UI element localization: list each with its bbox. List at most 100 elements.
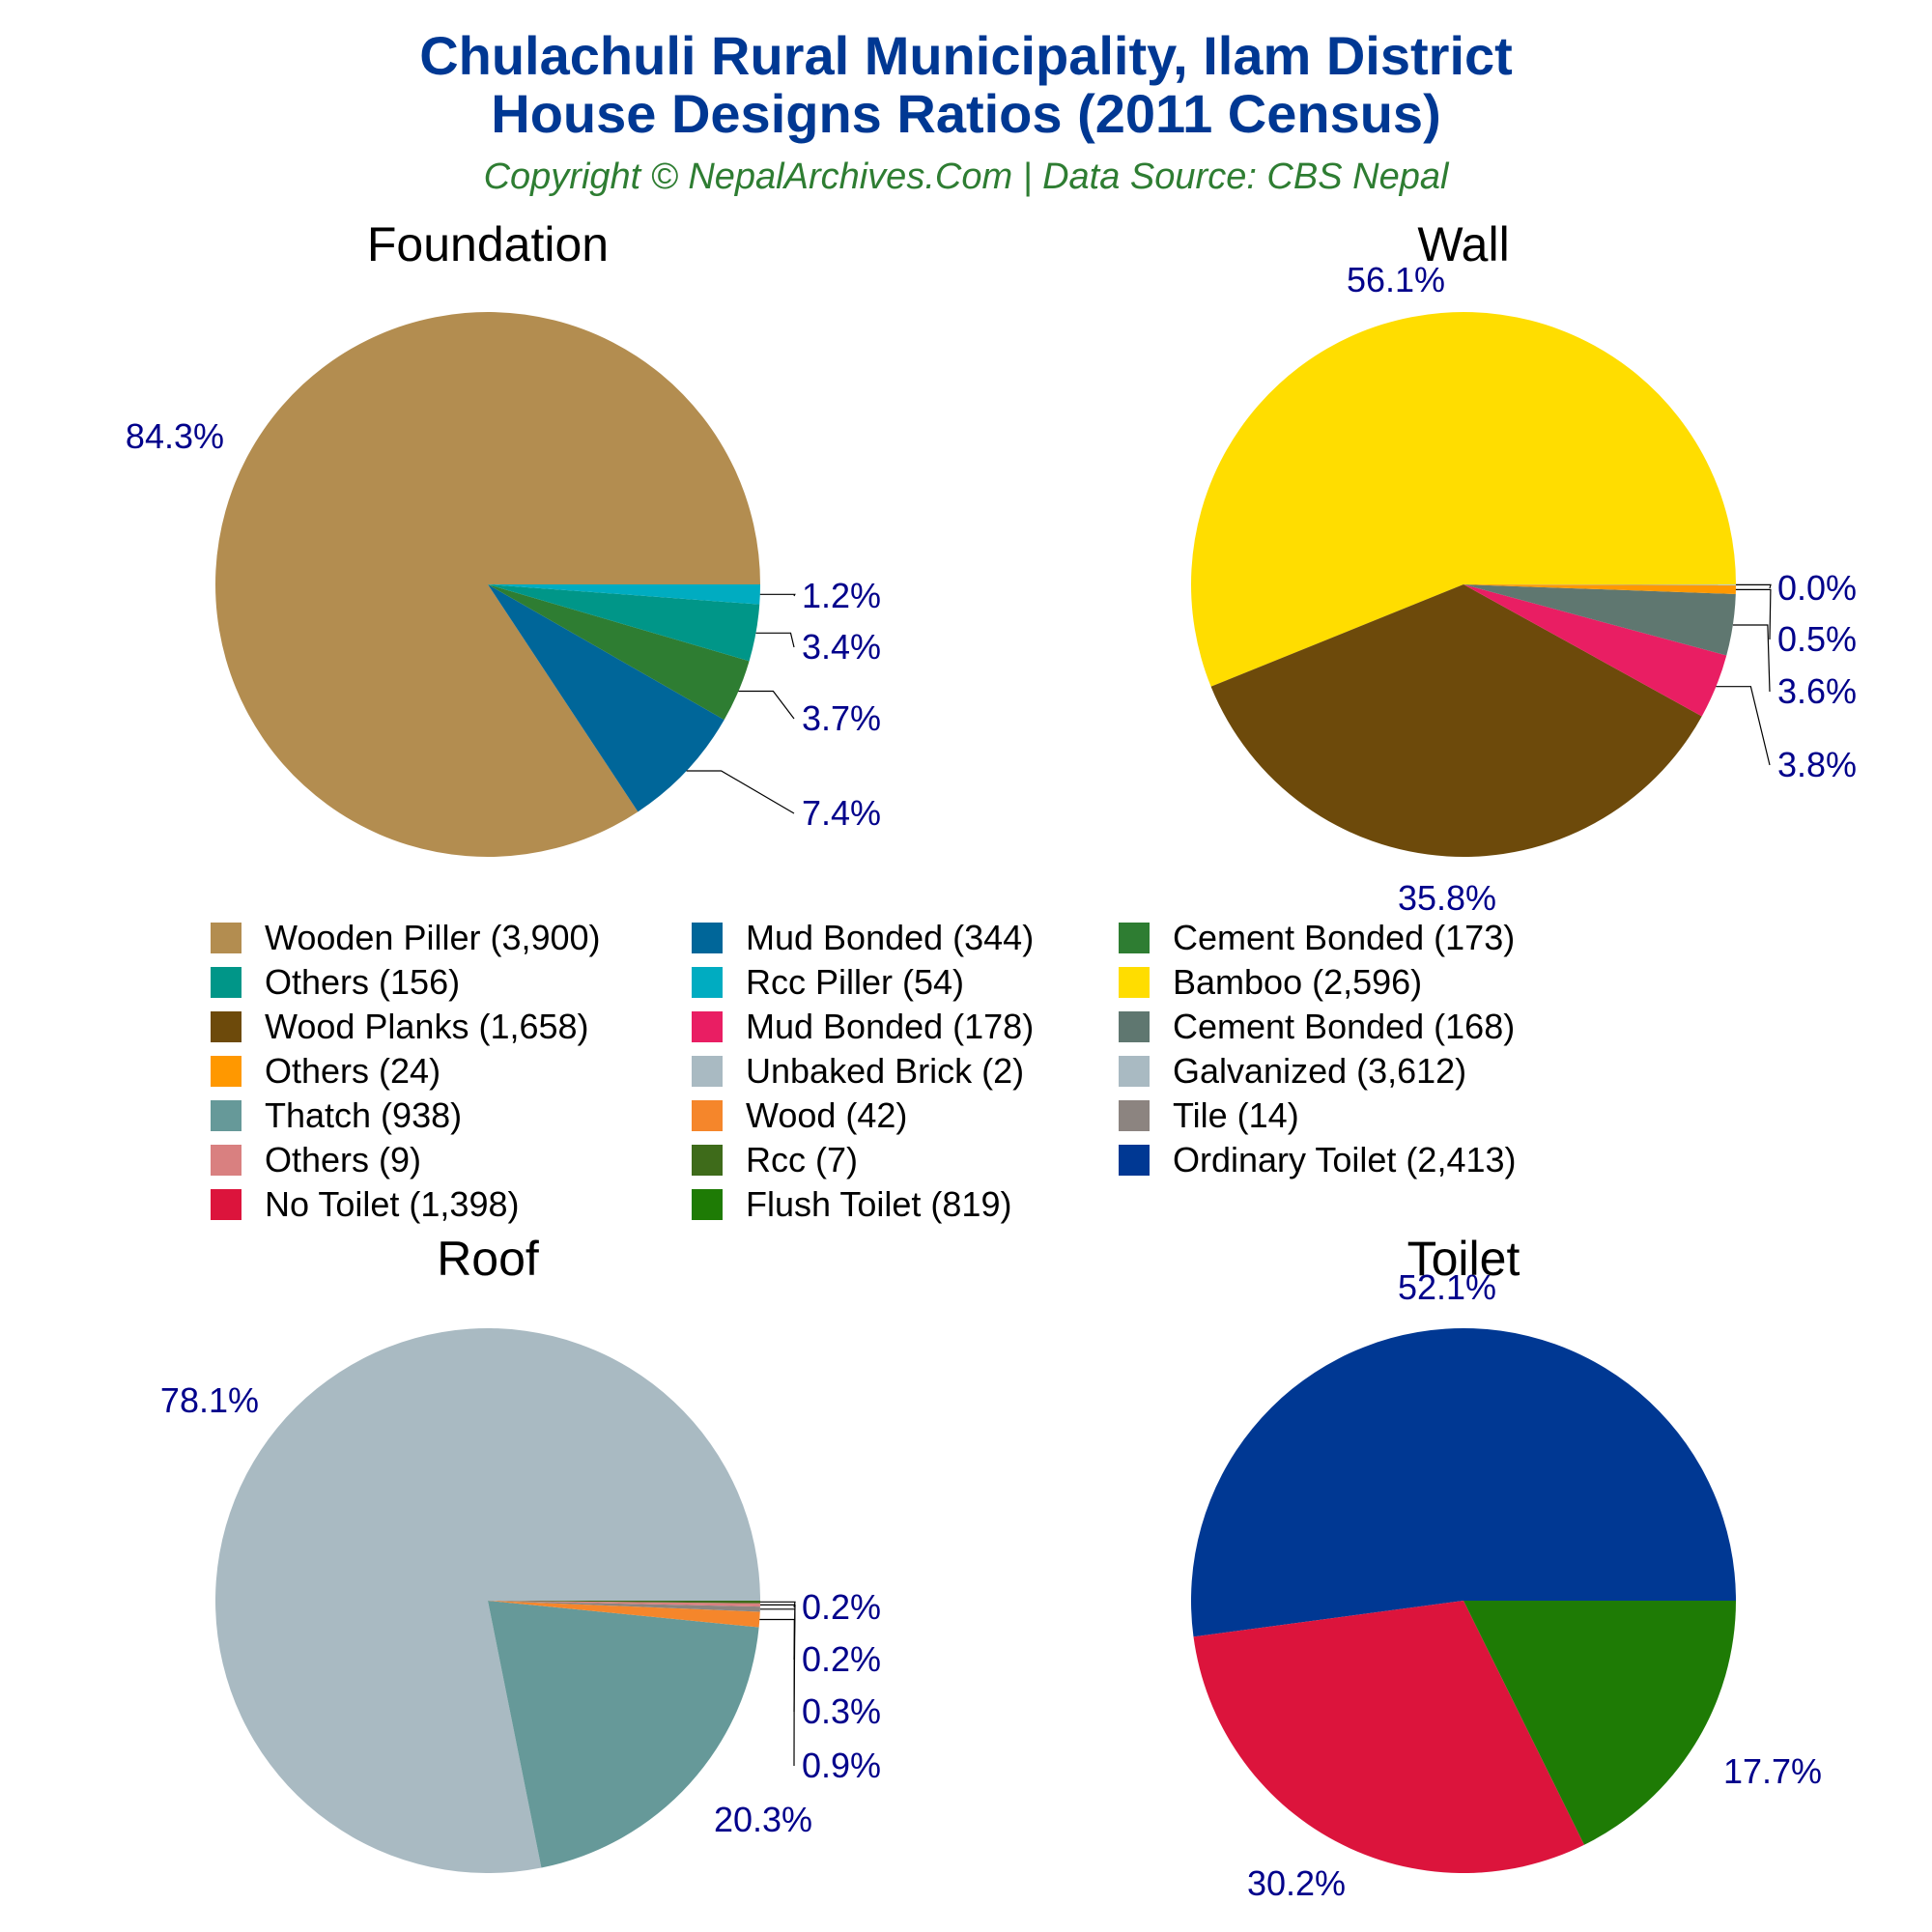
- pie-slice: [1463, 584, 1737, 585]
- legend-swatch: [211, 1100, 242, 1131]
- leader-line: [759, 1608, 796, 1713]
- pie-slice: [215, 311, 760, 857]
- pie-slice: [1190, 1327, 1736, 1637]
- pie-slice: [1463, 584, 1736, 594]
- legend-swatch: [1119, 1145, 1150, 1176]
- pie-title: Wall: [1417, 217, 1509, 271]
- leader-line: [755, 632, 795, 648]
- legend-label: Ordinary Toilet (2,413): [1173, 1140, 1517, 1179]
- chart-legend: Wooden Piller (3,900) Mud Bonded (344) Cem…: [211, 916, 1718, 1225]
- leader-line: [759, 1618, 795, 1767]
- leader-line: [738, 690, 795, 720]
- legend-item: Cement Bonded (173): [1119, 916, 1515, 960]
- legend-label: Tile (14): [1173, 1095, 1299, 1135]
- pie-wall: 56.1% 35.8% 3.8% 3.6% 0.5% 0.0% Wall: [1190, 217, 1857, 918]
- pie-title: Foundation: [367, 217, 609, 271]
- slice-percent-label: 3.6%: [1777, 671, 1857, 711]
- legend-swatch: [692, 1011, 723, 1042]
- pie-foundation: 84.3% 7.4% 3.7% 3.4% 1.2% Foundation: [126, 217, 881, 857]
- slice-percent-label: 1.2%: [802, 576, 881, 615]
- legend-item: Rcc Piller (54): [692, 960, 964, 1005]
- pie-slice: [1463, 584, 1727, 717]
- slice-percent-label: 0.2%: [802, 1639, 881, 1679]
- leader-line: [1736, 583, 1772, 589]
- legend-item: Thatch (938): [211, 1094, 462, 1138]
- legend-label: Others (156): [265, 962, 461, 1002]
- slice-percent-label: 84.3%: [126, 416, 224, 456]
- legend-item: Wood (42): [692, 1094, 907, 1138]
- legend-item: Wooden Piller (3,900): [211, 916, 601, 960]
- legend-item: Ordinary Toilet (2,413): [1119, 1138, 1517, 1182]
- pie-slice: [488, 1601, 760, 1612]
- legend-label: Rcc (7): [746, 1140, 858, 1179]
- legend-label: Rcc Piller (54): [746, 962, 965, 1002]
- legend-swatch: [211, 923, 242, 953]
- legend-swatch: [692, 1100, 723, 1131]
- legend-label: Wood Planks (1,658): [265, 1007, 589, 1046]
- legend-label: Thatch (938): [265, 1095, 463, 1135]
- slice-percent-label: 52.1%: [1398, 1267, 1496, 1307]
- pie-toilet: 52.1% 30.2% 17.7% Toilet: [1190, 1232, 1822, 1903]
- legend-swatch: [1119, 1100, 1150, 1131]
- legend-item: No Toilet (1,398): [211, 1182, 519, 1227]
- legend-label: Cement Bonded (173): [1173, 918, 1516, 957]
- legend-item: Others (24): [211, 1049, 440, 1094]
- pie-slice: [1190, 311, 1736, 687]
- legend-label: Cement Bonded (168): [1173, 1007, 1516, 1046]
- legend-swatch: [211, 1011, 242, 1042]
- legend-item: Flush Toilet (819): [692, 1182, 1011, 1227]
- legend-swatch: [1119, 1056, 1150, 1087]
- pie-slice: [488, 584, 760, 605]
- chart-title-line2: House Designs Ratios (2011 Census): [491, 83, 1441, 144]
- pie-roof: 78.1% 20.3% 0.9% 0.3% 0.2% 0.2% Roof: [160, 1232, 881, 1873]
- chart-subtitle: Copyright © NepalArchives.Com | Data Sou…: [483, 156, 1449, 197]
- leader-line: [1716, 686, 1771, 766]
- slice-percent-label: 0.9%: [802, 1746, 881, 1785]
- pie-slice: [1463, 1601, 1736, 1845]
- legend-label: Wood (42): [746, 1095, 908, 1135]
- chart-title-line1: Chulachuli Rural Municipality, Ilam Dist…: [419, 25, 1513, 86]
- pie-slice: [1193, 1601, 1585, 1874]
- legend-swatch: [692, 1189, 723, 1220]
- pie-slice: [488, 1601, 760, 1607]
- pie-slice: [488, 584, 724, 812]
- legend-swatch: [1119, 923, 1150, 953]
- pie-slice: [488, 1601, 761, 1604]
- pie-slice: [214, 1327, 760, 1873]
- legend-swatch: [692, 1056, 723, 1087]
- pie-title: Roof: [437, 1232, 539, 1286]
- legend-label: Flush Toilet (819): [746, 1184, 1012, 1224]
- leader-line: [759, 593, 796, 597]
- leader-line: [1732, 624, 1771, 693]
- legend-item: Rcc (7): [692, 1138, 858, 1182]
- slice-percent-label: 3.8%: [1777, 745, 1857, 784]
- leader-line: [686, 770, 795, 814]
- slice-percent-label: 0.3%: [802, 1691, 881, 1731]
- legend-swatch: [1119, 967, 1150, 998]
- legend-item: Others (156): [211, 960, 460, 1005]
- slice-percent-label: 3.7%: [802, 698, 881, 738]
- slice-percent-label: 0.0%: [1777, 568, 1857, 608]
- legend-item: Unbaked Brick (2): [692, 1049, 1024, 1094]
- leader-line: [760, 1604, 796, 1661]
- legend-item: Cement Bonded (168): [1119, 1005, 1515, 1049]
- leader-line: [1735, 588, 1772, 640]
- legend-label: Others (24): [265, 1051, 441, 1091]
- legend-label: Mud Bonded (344): [746, 918, 1035, 957]
- leader-line: [760, 1601, 796, 1608]
- pie-slice: [488, 584, 760, 662]
- legend-swatch: [692, 923, 723, 953]
- slice-percent-label: 0.5%: [1777, 619, 1857, 659]
- slice-percent-label: 0.2%: [802, 1587, 881, 1627]
- slice-percent-label: 56.1%: [1347, 260, 1445, 299]
- slice-percent-label: 30.2%: [1247, 1863, 1346, 1903]
- legend-swatch: [692, 1145, 723, 1176]
- legend-item: Tile (14): [1119, 1094, 1299, 1138]
- legend-label: Mud Bonded (178): [746, 1007, 1035, 1046]
- slice-percent-label: 35.8%: [1398, 878, 1496, 918]
- legend-swatch: [211, 1145, 242, 1176]
- legend-label: Galvanized (3,612): [1173, 1051, 1467, 1091]
- legend-swatch: [211, 1056, 242, 1087]
- legend-item: Mud Bonded (178): [692, 1005, 1034, 1049]
